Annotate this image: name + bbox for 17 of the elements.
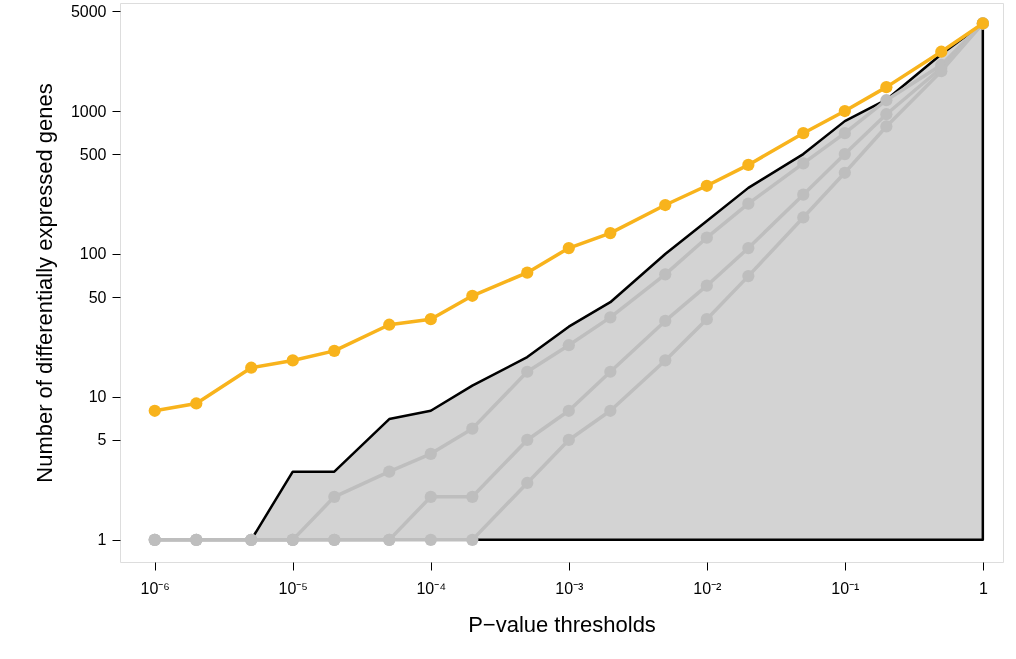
y-tick-label: 100 [79,245,107,263]
x-tick-label: 10⁻² [693,579,723,597]
x-tick-label: 1 [978,579,988,597]
y-tick-label: 500 [79,145,107,163]
y-tick-label: 1 [97,531,107,549]
x-axis-title: P−value thresholds [468,611,656,637]
y-tick-label: 1000 [70,102,107,120]
x-tick-label: 10⁻⁴ [416,579,447,597]
y-axis-title: Number of differentially expressed genes [31,83,57,483]
y-tick-label: 5 [97,431,107,449]
y-tick-label: 5000 [70,2,107,20]
x-tick-label: 10⁻³ [555,579,585,597]
y-tick-label: 50 [88,288,107,306]
x-tick-label: 10⁻¹ [831,579,860,597]
x-tick-label: 10⁻⁶ [140,579,170,597]
x-tick-label: 10⁻⁵ [278,579,308,597]
y-tick-label: 10 [88,388,107,406]
